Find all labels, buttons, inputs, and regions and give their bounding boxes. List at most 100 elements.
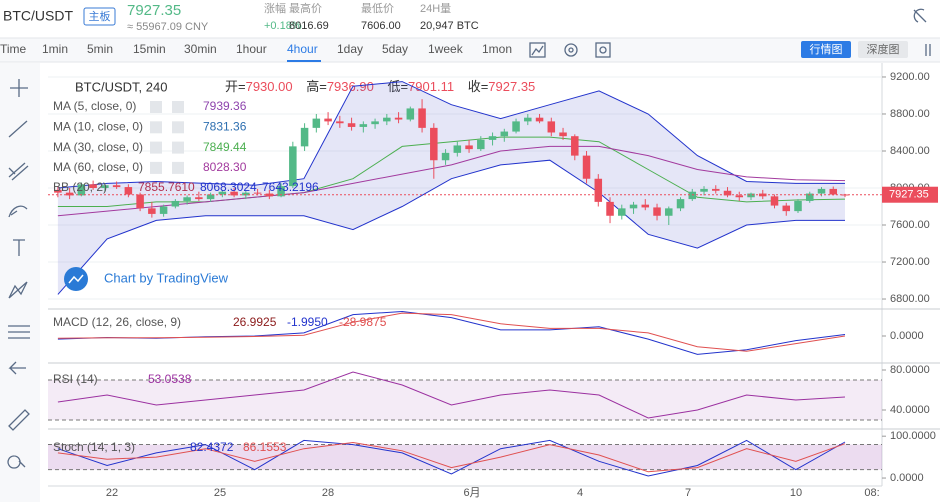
view-label[interactable]: 行情图 xyxy=(810,43,843,56)
candle-body xyxy=(629,204,638,209)
y-tick-label: 0.0000 xyxy=(890,472,924,484)
candle-body xyxy=(101,185,109,188)
candle-body xyxy=(54,189,62,193)
view-button[interactable] xyxy=(858,41,908,58)
candle-body xyxy=(571,136,579,156)
stat-label: 最低价 xyxy=(361,2,394,15)
interval-button[interactable]: 4hour xyxy=(287,42,318,56)
interval-button[interactable]: 30min xyxy=(184,42,217,56)
last-price: 7927.35 xyxy=(127,2,181,19)
candle-body xyxy=(289,146,297,187)
interval-button[interactable]: 1min xyxy=(42,42,68,56)
legend-button[interactable] xyxy=(172,161,184,174)
symbol: BTC/USDT xyxy=(3,8,73,24)
interval-button[interactable]: 1hour xyxy=(236,42,267,56)
stoch-k xyxy=(57,439,846,477)
bb-value: 7855.7610 xyxy=(138,180,195,194)
x-tick-label: 28 xyxy=(322,487,334,499)
interval-button[interactable]: 15min xyxy=(133,42,166,56)
legend-button[interactable] xyxy=(172,141,184,154)
ohlc-value: 7930.00 xyxy=(246,79,293,94)
ma-value: 8028.30 xyxy=(203,160,247,174)
ma-line xyxy=(57,136,846,207)
x-tick-label: 6月 xyxy=(463,487,480,499)
candle-body xyxy=(383,117,391,122)
stat-label: 24H量 xyxy=(420,2,451,15)
candle-body xyxy=(817,188,826,194)
x-tick-label: 7 xyxy=(685,487,691,499)
candle-body xyxy=(394,117,403,120)
last-price-tag xyxy=(882,186,938,203)
x-tick-label: 08: xyxy=(864,487,879,499)
bb-upper xyxy=(57,81,845,189)
x-tick-label: 22 xyxy=(106,487,118,499)
candle-body xyxy=(700,188,708,192)
candle-body xyxy=(336,121,344,124)
toolbar-icons[interactable] xyxy=(529,8,931,58)
candle-body xyxy=(159,206,168,214)
signal-line xyxy=(57,312,846,352)
candle-body xyxy=(242,192,250,196)
ma-name: MA (30, close, 0) xyxy=(53,140,143,154)
y-tick-label: 9200.00 xyxy=(890,71,930,83)
candle-body xyxy=(676,199,685,209)
candle-body xyxy=(112,185,121,188)
ohlc-value: 7901.11 xyxy=(408,79,454,94)
candle-body xyxy=(582,155,591,179)
candle-body xyxy=(441,152,450,161)
candle-body xyxy=(359,124,368,127)
ma-name: MA (60, close, 0) xyxy=(53,160,143,174)
candle-body xyxy=(794,200,802,212)
interval-button[interactable]: 1mon xyxy=(482,42,512,56)
ohlc-value: 7927.35 xyxy=(488,79,535,94)
candle-body xyxy=(65,192,74,196)
interval-button[interactable]: 1day xyxy=(337,42,363,56)
rsi-band xyxy=(48,380,882,420)
candle-body xyxy=(535,117,544,122)
y-tick-label: 40.0000 xyxy=(890,404,930,416)
ma-name: MA (10, close, 0) xyxy=(53,119,143,133)
tool-icons[interactable] xyxy=(7,79,30,469)
legend-button[interactable] xyxy=(150,101,162,113)
ohlc-label: 开= xyxy=(225,79,246,94)
board-badge xyxy=(83,7,116,26)
legend-title: BTC/USDT, 240 xyxy=(75,79,167,94)
interval-button[interactable]: 5day xyxy=(382,42,408,56)
interval-button[interactable]: 1week xyxy=(428,42,464,56)
drawing-sidebar xyxy=(0,63,40,502)
candle-body xyxy=(277,186,285,197)
ma-value: 7939.36 xyxy=(203,99,247,113)
candle-body xyxy=(759,193,767,197)
interval-button[interactable]: Time xyxy=(0,42,27,56)
legend-button[interactable] xyxy=(172,121,184,134)
legend-button[interactable] xyxy=(172,101,184,113)
candle-body xyxy=(653,207,661,216)
y-tick-label: 8400.00 xyxy=(890,145,930,157)
legend-button[interactable] xyxy=(150,141,162,154)
view-label[interactable]: 深度图 xyxy=(867,42,900,56)
y-tick-label: 8800.00 xyxy=(890,108,930,120)
ohlc-label: 低= xyxy=(387,79,408,94)
y-tick-label: 100.0000 xyxy=(890,430,936,442)
last-price-label: 7927.35 xyxy=(889,189,929,201)
interval-button[interactable]: 5min xyxy=(87,42,113,56)
candle-body xyxy=(477,139,485,150)
candle-body xyxy=(230,191,238,196)
candle-body xyxy=(770,196,779,206)
price-cny: ≈ 55967.09 CNY xyxy=(127,21,209,33)
candle-body xyxy=(735,195,744,198)
stoch-readout: 86.1553 xyxy=(243,440,287,454)
candle-body xyxy=(512,121,520,132)
x-tick-label: 4 xyxy=(577,487,583,499)
ma-value: 7831.36 xyxy=(203,119,247,133)
legend-button[interactable] xyxy=(150,161,162,174)
candle-body xyxy=(77,184,86,196)
candle-body xyxy=(324,118,332,122)
macd-readout: 26.9925 xyxy=(233,315,277,329)
legend-button[interactable] xyxy=(150,121,162,134)
candle-body xyxy=(253,192,262,194)
view-button[interactable] xyxy=(801,41,851,58)
candle-body xyxy=(347,123,356,127)
y-tick-label: 80.0000 xyxy=(890,364,930,376)
